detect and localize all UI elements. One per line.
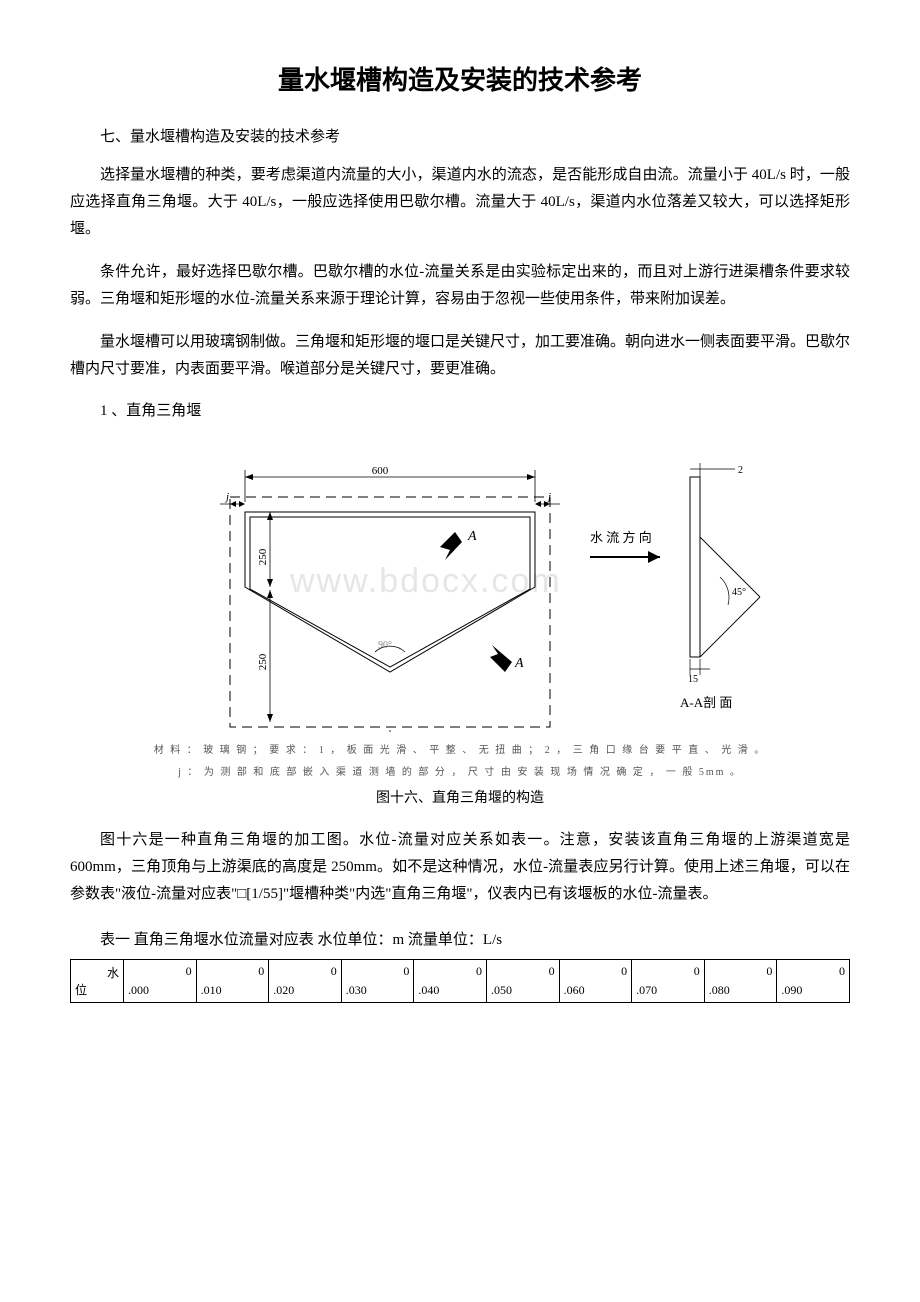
dim-250-upper: 250 (257, 512, 273, 587)
svg-text:A: A (467, 529, 477, 544)
dim-j-bottom: j (378, 730, 390, 732)
svg-text:j: j (224, 491, 229, 503)
section-subtitle: 七、量水堰槽构造及安装的技术参考 (70, 125, 850, 146)
svg-text:j: j (546, 491, 551, 503)
svg-text:15: 15 (688, 674, 698, 685)
table-1: 水 位 0.000 0.010 0.020 0.030 0.040 0.050 … (70, 959, 850, 1003)
figure-note-2: j ： 为 测 部 和 底 部 嵌 入 渠 道 测 墙 的 部 分 ， 尺 寸 … (70, 765, 850, 781)
weir-diagram-svg: www.bdocx.com 90° A A 600 (120, 432, 800, 732)
cell-bottom: 位 (75, 981, 87, 998)
table-cell: 0.080 (704, 960, 777, 1003)
svg-text:水 流 方 向: 水 流 方 向 (590, 530, 652, 545)
table-cell: 0.060 (559, 960, 632, 1003)
table-cell: 0.030 (341, 960, 414, 1003)
svg-text:2: 2 (738, 465, 743, 476)
table-cell-head: 水 位 (71, 960, 124, 1003)
dim-j-top-right: j (535, 491, 560, 507)
table-row: 水 位 0.000 0.010 0.020 0.030 0.040 0.050 … (71, 960, 850, 1003)
table-caption: 表一 直角三角堰水位流量对应表 水位单位：m 流量单位：L/s (70, 928, 850, 949)
section-aa: 水 流 方 向 45° 2 15 A-A剖 面 (590, 463, 760, 710)
table-cell: 0.020 (269, 960, 342, 1003)
doc-title: 量水堰槽构造及安装的技术参考 (70, 60, 850, 97)
svg-text:250: 250 (257, 653, 269, 670)
svg-text:A: A (514, 656, 524, 671)
svg-text:600: 600 (372, 465, 389, 477)
section-arrow-bottom: A (490, 645, 524, 672)
angle-90-label: 90° (378, 640, 392, 651)
table-cell: 0.040 (414, 960, 487, 1003)
dim-600: 600 (245, 465, 535, 502)
paragraph-4: 图十六是一种直角三角堰的加工图。水位-流量对应关系如表一。注意，安装该直角三角堰… (70, 827, 850, 908)
dim-j-top-left: j (220, 491, 245, 507)
svg-text:45°: 45° (732, 587, 746, 598)
figure-16: www.bdocx.com 90° A A 600 (70, 432, 850, 737)
subsection-1-head: 1 、直角三角堰 (70, 399, 850, 420)
paragraph-1: 选择量水堰槽的种类，要考虑渠道内流量的大小，渠道内水的流态，是否能形成自由流。流… (70, 162, 850, 243)
paragraph-3: 量水堰槽可以用玻璃钢制做。三角堰和矩形堰的堰口是关键尺寸，加工要准确。朝向进水一… (70, 329, 850, 383)
cell-top: 水 (107, 964, 119, 981)
table-cell: 0.000 (124, 960, 197, 1003)
table-cell: 0.070 (632, 960, 705, 1003)
table-cell: 0.090 (777, 960, 850, 1003)
figure-caption: 图十六、直角三角堰的构造 (70, 787, 850, 807)
figure-note-1: 材 料 ： 玻 璃 钢 ； 要 求 ： 1 ， 板 面 光 滑 、 平 整 、 … (70, 743, 850, 759)
dim-250-lower: 250 (257, 590, 273, 722)
table-cell: 0.010 (196, 960, 269, 1003)
table-cell: 0.050 (486, 960, 559, 1003)
section-arrow-top: A (440, 529, 477, 560)
svg-text:A-A剖 面: A-A剖 面 (680, 695, 732, 710)
svg-text:250: 250 (257, 548, 269, 565)
paragraph-2: 条件允许，最好选择巴歇尔槽。巴歇尔槽的水位-流量关系是由实验标定出来的，而且对上… (70, 259, 850, 313)
